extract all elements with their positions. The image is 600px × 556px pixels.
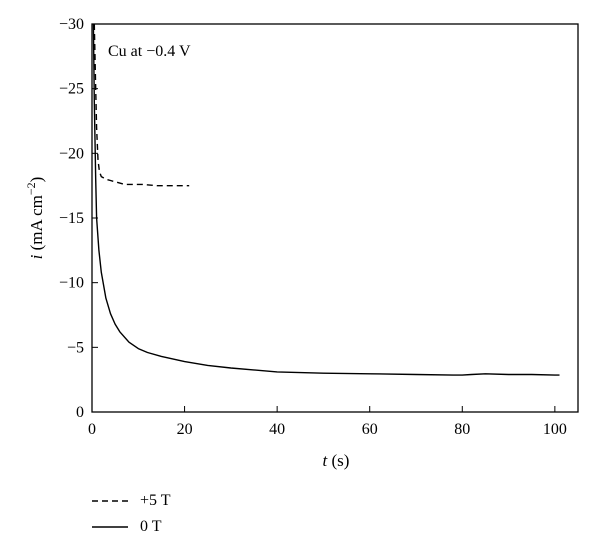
x-tick-label: 0: [88, 421, 96, 438]
y-tick-label: 0: [76, 404, 84, 421]
legend-label-0t: 0 T: [140, 518, 162, 535]
plot-border: [91, 23, 579, 413]
y-axis-variable: i: [27, 254, 46, 259]
x-axis-ticks: 0 20 40 60 80 100: [88, 406, 567, 438]
y-axis-ticks: 0 −5 −10 −15 −20 −25 −30: [59, 16, 98, 421]
y-tick-label: −25: [59, 81, 84, 98]
y-tick-label: −30: [59, 16, 84, 33]
legend-item-0t: 0 T: [92, 514, 171, 540]
legend-swatch-dashed: [92, 500, 128, 502]
x-axis-variable: t: [323, 451, 329, 470]
chart-annotation: Cu at −0.4 V: [108, 43, 191, 60]
chart-svg: 0 20 40 60 80 100 0 −5 −10 −15 −20 −25 −30 Cu at −0…: [24, 16, 579, 470]
plot-frame: [91, 23, 579, 413]
y-axis-unit: (mA cm: [27, 195, 46, 255]
legend: +5 T 0 T: [92, 488, 171, 540]
x-tick-label: 80: [454, 421, 470, 438]
y-tick-label: −5: [67, 339, 84, 356]
x-tick-label: 40: [269, 421, 285, 438]
legend-swatch-solid: [92, 526, 128, 528]
x-axis-title: t (s): [323, 451, 350, 470]
y-axis-title: i (mA cm−2): [24, 177, 46, 260]
y-tick-label: −10: [59, 275, 84, 292]
legend-item-5t: +5 T: [92, 488, 171, 514]
y-axis-unit-close: ): [27, 177, 46, 183]
series-line-5t: [93, 23, 190, 187]
x-tick-label: 100: [543, 421, 567, 438]
x-axis-unit: (s): [327, 451, 349, 470]
x-tick-label: 20: [177, 421, 193, 438]
y-tick-label: −15: [59, 210, 84, 227]
series-line-0t: [92, 23, 560, 376]
y-tick-label: −20: [59, 145, 84, 162]
y-axis-unit-exponent: −2: [24, 182, 38, 195]
x-tick-label: 60: [362, 421, 378, 438]
legend-label-5t: +5 T: [140, 492, 171, 509]
series-layer: [92, 23, 560, 376]
